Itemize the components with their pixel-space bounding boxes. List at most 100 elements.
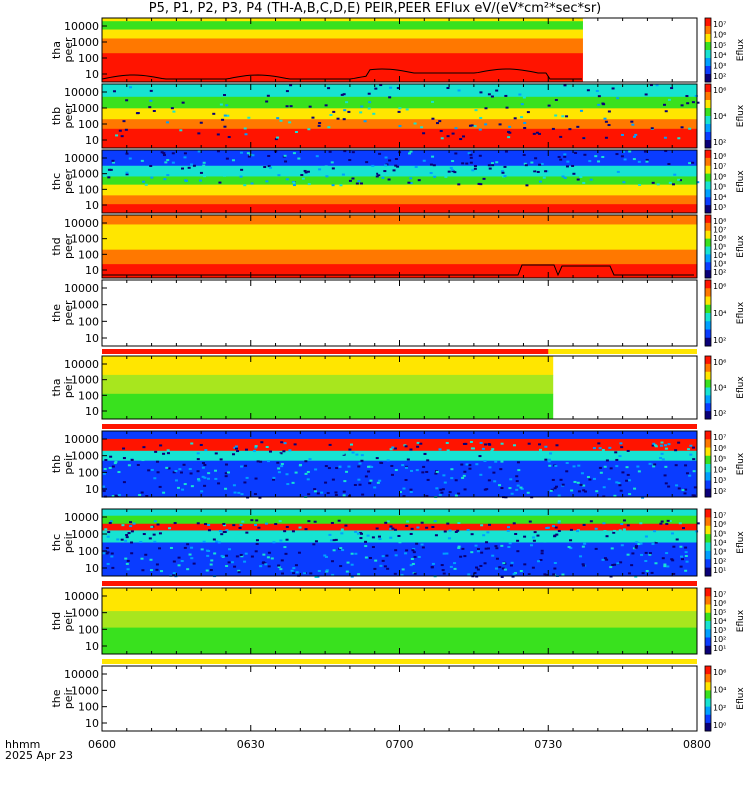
the-peir-cblabel: Eflux [736,687,746,710]
thd-peer-cbtick-0: 10⁸ [713,217,726,226]
the-peir-cbtick-3: 10⁰ [713,721,726,730]
tha-peir-cblabel: Eflux [736,376,746,399]
thb-peer-ytick-0: 10000 [64,86,99,99]
the-peir-frame [101,665,698,732]
the-peer-cbtick-0: 10⁶ [713,282,726,291]
thc-peir-cbtick-4: 10³ [713,548,726,557]
tha-peer-cbtick-1: 10⁶ [713,30,726,39]
thc-peir-ytick-0: 10000 [64,511,99,524]
tha-peer-cbtick-5: 10² [713,72,726,81]
thc-peer-ytick-3: 10 [85,199,99,212]
thd-peir-ytick-2: 100 [78,623,99,636]
the-peer-cblabel: Eflux [736,301,746,324]
status-bar-thd-peir [102,659,697,664]
xtick-0800: 0800 [683,738,711,751]
thb-peir-noise [102,440,697,499]
thb-peer-ylabel-1: peer [62,103,75,129]
thc-peir-ytick-3: 10 [85,562,99,575]
tha-peer-cbtick-3: 10⁴ [713,51,726,60]
thb-peer-band-1 [102,96,697,109]
thd-peer-cbtick-6: 10² [713,268,726,277]
status-bar-red-the-peer [102,349,549,354]
thb-peer-ytick-2: 100 [78,118,99,131]
the-peir-cbtick-1: 10⁴ [713,686,726,695]
plot-title: P5, P1, P2, P3, P4 (TH-A,B,C,D,E) PEIR,P… [148,1,602,16]
thd-peer-ytick-1: 1000 [71,233,99,246]
thd-peer-cbtick-1: 10⁷ [713,226,726,235]
the-peer-ytick-3: 10 [85,332,99,345]
thb-peir-cbtick-2: 10⁵ [713,455,726,464]
thd-peer-cbtick-2: 10⁶ [713,234,726,243]
thc-peir-cbtick-6: 10¹ [713,566,726,575]
thb-peir-ytick-0: 10000 [64,433,99,446]
thc-peer-ylabel-0: thc [50,173,63,190]
tha-peer-cbtick-0: 10⁷ [713,20,726,29]
thc-peir-ytick-1: 1000 [71,528,99,541]
thc-peer-noise [103,150,700,187]
date-label: 2025 Apr 23 [5,749,73,762]
tha-peer-ytick-0: 10000 [64,20,99,33]
xtick-0600: 0600 [88,738,116,751]
thd-peir-cbtick-4: 10³ [713,626,726,635]
the-peir-cbtick-0: 10⁶ [713,668,726,677]
thb-peir-cbtick-5: 10² [713,487,726,496]
thd-peir-ylabel-0: thd [50,612,63,630]
thd-peer-cbtick-5: 10³ [713,260,726,269]
tha-peer-cbtick-4: 10³ [713,62,726,71]
thc-peer-ytick-0: 10000 [64,152,99,165]
thd-peir-cbtick-1: 10⁶ [713,599,726,608]
thb-peir-cbtick-3: 10⁴ [713,465,726,474]
thb-peer-colorbar: 10⁶ 10⁴ 10² Eflux [704,83,746,149]
thc-peir-cbtick-0: 10⁷ [713,511,726,520]
the-peir-ylabel-0: the [50,689,63,707]
thc-peir-ylabel-0: thc [50,534,63,551]
thb-peer-panel: 10000 1000 100 10 thb peer 10⁶ 10⁴ 10² Eflux [50,83,746,149]
thb-peer-band-2 [102,108,697,120]
thb-peer-ytick-1: 1000 [71,102,99,115]
thb-peer-cbtick-2: 10² [713,138,726,147]
tha-peer-ytick-1: 1000 [71,36,99,49]
thb-peir-band-2 [102,450,697,462]
thb-peir-ylabel-1: peir [62,453,75,475]
tha-peir-ytick-2: 100 [78,389,99,402]
thb-peir-ylabel-0: thb [50,455,63,473]
thd-peer-ylabel-0: thd [50,237,63,255]
the-peer-frame [101,279,698,347]
thc-peir-cbtick-2: 10⁵ [713,529,726,538]
thd-peer-ytick-0: 10000 [64,217,99,230]
thd-peir-cbtick-5: 10² [713,635,726,644]
thc-peer-band-4 [102,195,697,205]
tha-peir-cbtick-2: 10² [713,409,726,418]
the-peer-cbtick-2: 10² [713,336,726,345]
tha-peer-overlay-curve [101,68,582,80]
the-peir-panel: 10000 1000 100 10 the peir 10⁶ 10⁴ 10² 10⁰ Eflux [50,665,746,732]
the-peer-colorbar: 10⁶ 10⁴ 10² Eflux [704,279,746,347]
thd-peer-ytick-2: 100 [78,248,99,261]
thd-peer-ytick-3: 10 [85,264,99,277]
status-bar-red-tha-peir [102,424,697,429]
thc-peer-cbtick-0: 10⁸ [713,152,726,161]
thc-peir-cbtick-1: 10⁶ [713,520,726,529]
thd-peir-ylabel-1: peir [62,610,75,632]
thd-peir-ytick-1: 1000 [71,607,99,620]
thc-peir-ytick-2: 100 [78,545,99,558]
tha-peir-band-0 [102,356,554,376]
tha-peer-band-1 [102,21,583,31]
thb-peir-ytick-3: 10 [85,483,99,496]
tha-peir-ylabel-0: tha [50,378,63,396]
the-peir-ytick-3: 10 [85,717,99,730]
thb-peir-cbtick-1: 10⁶ [713,444,726,453]
time-label: hhmm [5,738,40,751]
thd-peir-band-1 [102,611,697,629]
thb-peir-ytick-2: 100 [78,466,99,479]
tha-peer-ytick-2: 100 [78,52,99,65]
thb-peer-ylabel-0: thb [50,107,63,125]
